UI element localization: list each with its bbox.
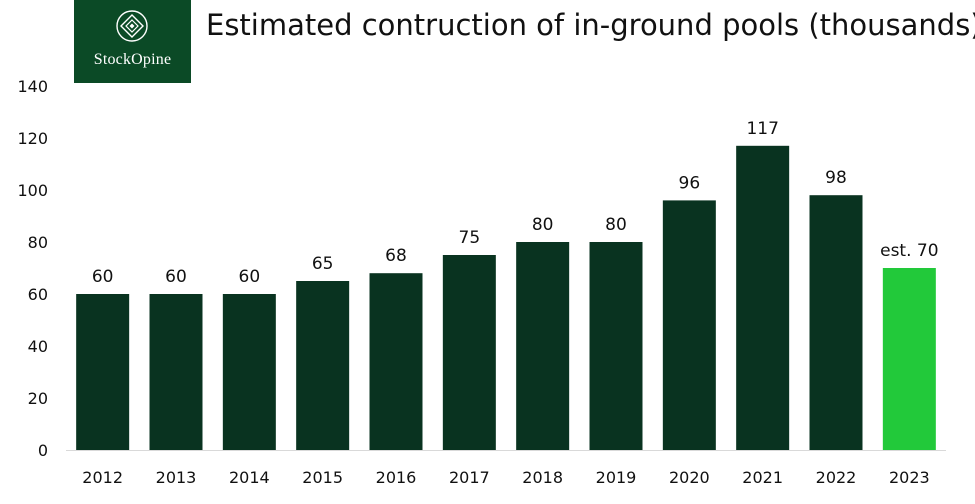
x-tick-label: 2017 bbox=[449, 468, 490, 487]
y-tick-label: 80 bbox=[28, 233, 48, 252]
y-tick-label: 60 bbox=[28, 285, 48, 304]
logo-text: StockOpine bbox=[93, 51, 172, 68]
x-tick-label: 2021 bbox=[742, 468, 783, 487]
data-label: 96 bbox=[679, 173, 701, 193]
y-tick-label: 0 bbox=[38, 441, 48, 460]
y-tick-label: 120 bbox=[17, 129, 48, 148]
x-tick-label: 2015 bbox=[302, 468, 343, 487]
data-label: 68 bbox=[385, 246, 407, 266]
logo: StockOpine bbox=[74, 0, 191, 83]
data-label: 60 bbox=[92, 267, 114, 287]
x-tick-label: 2012 bbox=[82, 468, 123, 487]
bar bbox=[662, 200, 716, 450]
x-tick-label: 2022 bbox=[816, 468, 857, 487]
data-label: 80 bbox=[532, 215, 554, 235]
data-label: 98 bbox=[825, 168, 847, 188]
bar bbox=[516, 242, 570, 450]
bar bbox=[442, 255, 496, 450]
x-tick-label: 2023 bbox=[889, 468, 930, 487]
bar bbox=[882, 268, 936, 450]
y-tick-label: 100 bbox=[17, 181, 48, 200]
bar bbox=[369, 273, 423, 450]
data-label: 60 bbox=[165, 267, 187, 287]
bar bbox=[76, 294, 130, 450]
bar bbox=[736, 145, 790, 451]
data-label: 65 bbox=[312, 254, 334, 274]
x-tick-label: 2020 bbox=[669, 468, 710, 487]
bar bbox=[149, 294, 203, 450]
x-tick-label: 2014 bbox=[229, 468, 270, 487]
y-tick-label: 40 bbox=[28, 337, 48, 356]
data-label: est. 70 bbox=[880, 241, 938, 261]
chart-title: Estimated contruction of in-ground pools… bbox=[206, 8, 975, 42]
data-label: 60 bbox=[239, 267, 261, 287]
x-tick-label: 2018 bbox=[522, 468, 563, 487]
x-tick-label: 2016 bbox=[376, 468, 417, 487]
data-label: 117 bbox=[746, 119, 778, 139]
data-label: 75 bbox=[459, 228, 481, 248]
x-tick-label: 2013 bbox=[156, 468, 197, 487]
y-tick-label: 140 bbox=[17, 77, 48, 96]
bar bbox=[589, 242, 643, 450]
data-label: 80 bbox=[605, 215, 627, 235]
bar bbox=[809, 195, 863, 450]
diamond-emblem-icon bbox=[116, 10, 148, 42]
y-tick-label: 20 bbox=[28, 389, 48, 408]
x-tick-label: 2019 bbox=[596, 468, 637, 487]
bar bbox=[296, 281, 350, 450]
bar bbox=[222, 294, 276, 450]
